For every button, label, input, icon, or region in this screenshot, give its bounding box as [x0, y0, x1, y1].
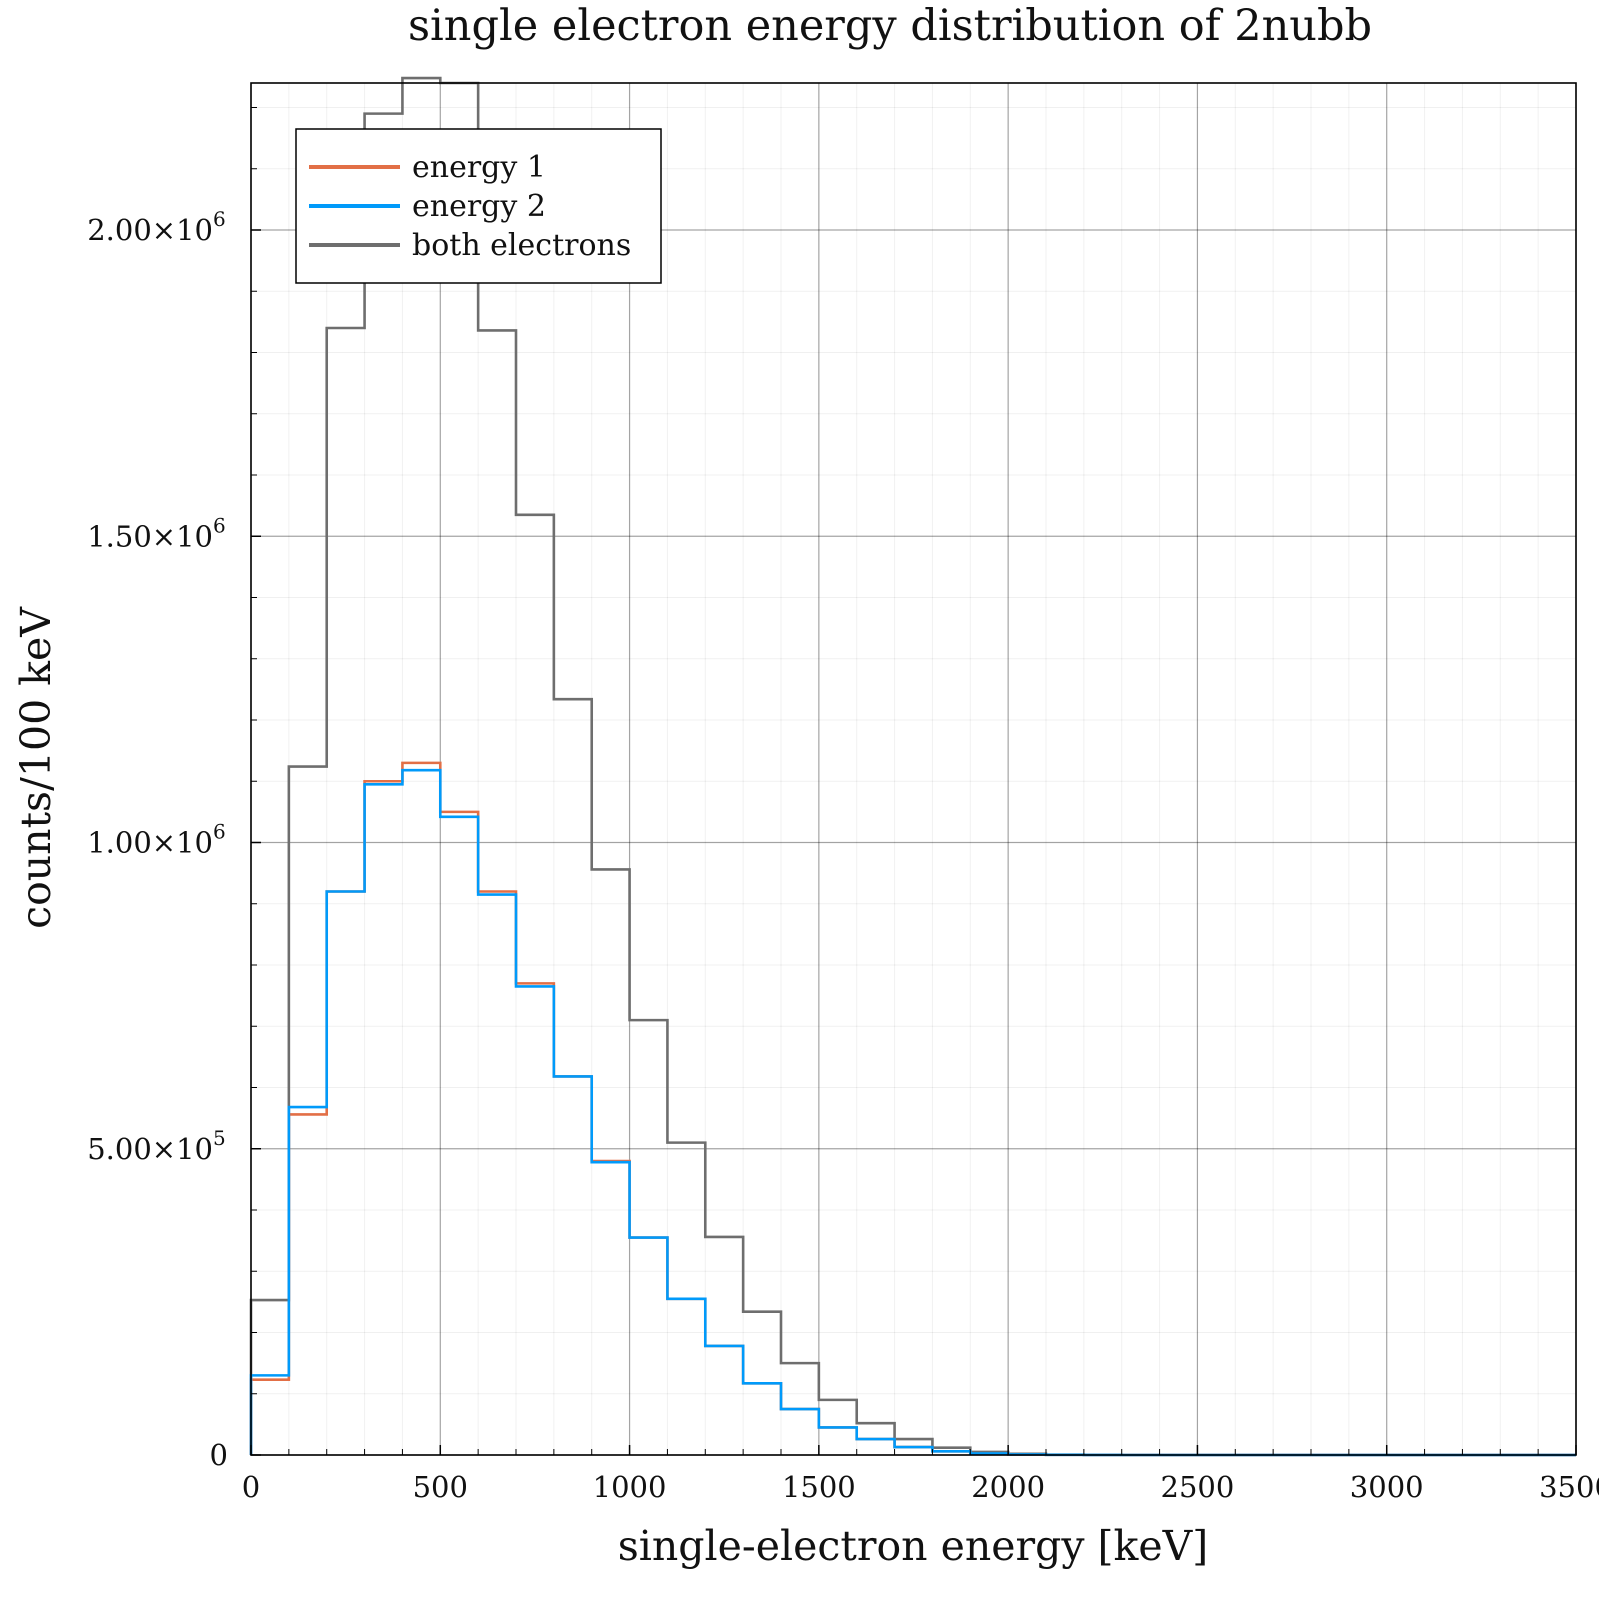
- y-tick-exponent: 6: [213, 513, 226, 537]
- x-tick-label: 2000: [971, 1470, 1045, 1504]
- series-line-energy-2: [249, 768, 1576, 1457]
- y-axis-label: counts/100 keV: [12, 606, 60, 929]
- series-layer: [249, 76, 1576, 1457]
- minor-grid: [250, 83, 1577, 1456]
- series-line-both-electrons: [249, 76, 1576, 1457]
- legend: energy 1 energy 2 both electrons: [295, 128, 662, 284]
- y-tick-label: 1.50×10: [87, 519, 213, 553]
- x-tick-label: 2500: [1161, 1470, 1235, 1504]
- x-tick-label: 500: [413, 1470, 468, 1504]
- y-tick-exponent: 5: [213, 1126, 226, 1150]
- x-tick-label: 1000: [593, 1470, 667, 1504]
- series-line-energy-1: [249, 761, 1576, 1457]
- chart-title: single electron energy distribution of 2…: [408, 1, 1372, 51]
- major-grid: [250, 83, 1577, 1456]
- y-tick-label: 0: [210, 1438, 228, 1472]
- y-tick-exponent: 6: [213, 207, 226, 231]
- legend-label-energy-1: energy 1: [412, 150, 546, 185]
- x-axis-label: single-electron energy [keV]: [618, 1522, 1209, 1570]
- y-tick-label: 1.00×10: [87, 826, 213, 860]
- x-tick-label: 0: [242, 1470, 260, 1504]
- y-tick-label: 5.00×10: [87, 1132, 213, 1166]
- y-tick-exponent: 6: [213, 820, 226, 844]
- legend-label-energy-2: energy 2: [412, 189, 546, 224]
- plot-frame: [250, 82, 1577, 1456]
- y-axis-ticks: 05.00×10 51.00×10 61.50×10 62.00×10 6: [87, 107, 261, 1472]
- x-tick-label: 1500: [782, 1470, 856, 1504]
- x-tick-label: 3000: [1350, 1470, 1424, 1504]
- legend-label-both-electrons: both electrons: [412, 228, 631, 263]
- y-tick-label: 2.00×10: [87, 213, 213, 247]
